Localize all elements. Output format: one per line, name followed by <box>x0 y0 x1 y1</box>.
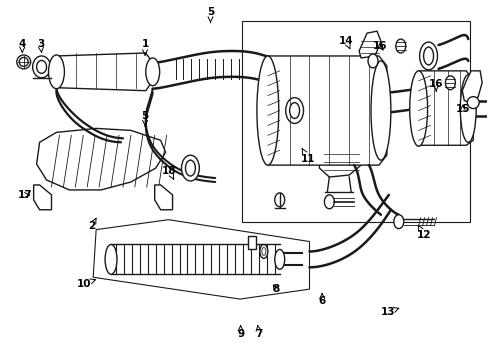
Polygon shape <box>34 185 51 210</box>
Ellipse shape <box>459 75 475 142</box>
Ellipse shape <box>274 193 284 207</box>
Polygon shape <box>418 71 472 145</box>
Ellipse shape <box>324 195 334 209</box>
Ellipse shape <box>33 56 50 78</box>
Ellipse shape <box>17 55 31 69</box>
Text: 6: 6 <box>318 293 325 306</box>
Ellipse shape <box>393 215 403 229</box>
Ellipse shape <box>467 96 478 109</box>
Text: 14: 14 <box>338 36 353 49</box>
Ellipse shape <box>423 47 433 65</box>
Ellipse shape <box>370 61 390 160</box>
Ellipse shape <box>289 103 299 118</box>
Polygon shape <box>93 220 309 299</box>
Polygon shape <box>154 185 172 210</box>
Ellipse shape <box>145 58 160 86</box>
Text: 1: 1 <box>141 39 148 55</box>
Text: 13: 13 <box>380 307 398 317</box>
Ellipse shape <box>262 247 265 255</box>
Ellipse shape <box>395 39 405 53</box>
Ellipse shape <box>256 56 278 165</box>
Text: 5: 5 <box>141 111 148 126</box>
Text: 11: 11 <box>300 148 314 163</box>
Ellipse shape <box>285 98 303 123</box>
Ellipse shape <box>445 76 454 90</box>
Ellipse shape <box>181 155 199 181</box>
Ellipse shape <box>37 60 46 73</box>
Polygon shape <box>56 53 152 91</box>
Text: 18: 18 <box>162 166 176 179</box>
Text: 9: 9 <box>237 325 244 339</box>
Text: 17: 17 <box>18 190 32 200</box>
Polygon shape <box>358 31 380 58</box>
Ellipse shape <box>419 42 437 70</box>
Ellipse shape <box>19 58 28 66</box>
Bar <box>242 21 469 222</box>
Ellipse shape <box>48 55 64 89</box>
Ellipse shape <box>274 249 284 269</box>
Polygon shape <box>267 56 386 165</box>
Ellipse shape <box>367 54 377 68</box>
Text: 3: 3 <box>37 39 44 52</box>
Text: 7: 7 <box>255 325 262 339</box>
Ellipse shape <box>409 71 427 146</box>
Polygon shape <box>319 135 364 177</box>
Text: 5: 5 <box>206 7 214 23</box>
Text: 4: 4 <box>19 39 26 52</box>
Polygon shape <box>37 129 165 190</box>
Ellipse shape <box>185 160 195 176</box>
Text: 10: 10 <box>77 279 95 289</box>
Bar <box>247 235 255 249</box>
Ellipse shape <box>105 244 117 274</box>
Text: 15: 15 <box>455 104 469 113</box>
Text: 16: 16 <box>372 41 387 51</box>
Text: 2: 2 <box>88 218 96 231</box>
Text: 12: 12 <box>416 225 430 240</box>
Text: 8: 8 <box>272 284 279 294</box>
Ellipse shape <box>259 244 267 258</box>
Polygon shape <box>461 71 481 103</box>
Text: 16: 16 <box>428 78 443 91</box>
